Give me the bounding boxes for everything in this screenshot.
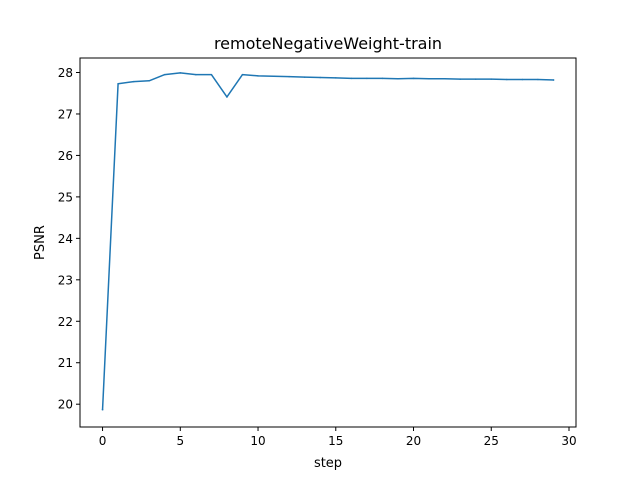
data-point (148, 80, 150, 82)
y-tick-label: 28 (58, 66, 73, 80)
y-tick-label: 21 (58, 356, 73, 370)
y-tick-label: 24 (58, 232, 73, 246)
data-point (319, 76, 321, 79)
y-axis-label: PSNR (33, 225, 48, 260)
y-tick-label: 27 (58, 107, 73, 121)
chart-title: remoteNegativeWeight-train (214, 34, 442, 53)
data-point (210, 73, 213, 76)
data-point (179, 72, 182, 74)
x-tick-label: 5 (176, 434, 184, 448)
data-point (163, 73, 166, 76)
axes-frame (79, 57, 577, 428)
data-point (521, 78, 524, 81)
y-tick-label: 23 (58, 273, 73, 287)
y-tick-label: 22 (58, 315, 73, 329)
y-tick-label: 26 (58, 149, 73, 163)
x-tick-label: 30 (561, 434, 576, 448)
data-point (132, 80, 135, 83)
data-point (335, 77, 337, 79)
data-point (101, 408, 104, 411)
data-point (195, 73, 197, 76)
data-point (366, 77, 368, 80)
plot-area (101, 72, 555, 411)
data-point (117, 82, 119, 85)
x-tick-label: 25 (484, 434, 499, 448)
data-point (552, 79, 555, 81)
x-tick-label: 15 (328, 434, 343, 448)
data-point (272, 75, 275, 77)
data-point (459, 78, 461, 80)
y-tick-label: 25 (58, 190, 73, 204)
data-point (428, 77, 430, 80)
y-tick-label: 20 (58, 398, 73, 412)
data-point (397, 77, 399, 80)
x-axis-label: step (314, 456, 342, 471)
data-point (490, 78, 493, 80)
data-point (226, 96, 228, 98)
data-point (443, 77, 446, 80)
x-tick-label: 10 (250, 434, 265, 448)
data-point (303, 76, 306, 78)
data-point (288, 75, 290, 78)
x-tick-label: 20 (406, 434, 421, 448)
data-point (257, 75, 259, 77)
data-point (350, 77, 353, 80)
data-point (506, 78, 508, 81)
data-point (474, 78, 477, 80)
data-point (537, 78, 539, 81)
data-point (381, 77, 384, 80)
data-point (241, 73, 244, 76)
series-line (101, 72, 555, 411)
data-point (412, 77, 415, 80)
x-tick-label: 0 (99, 434, 107, 448)
